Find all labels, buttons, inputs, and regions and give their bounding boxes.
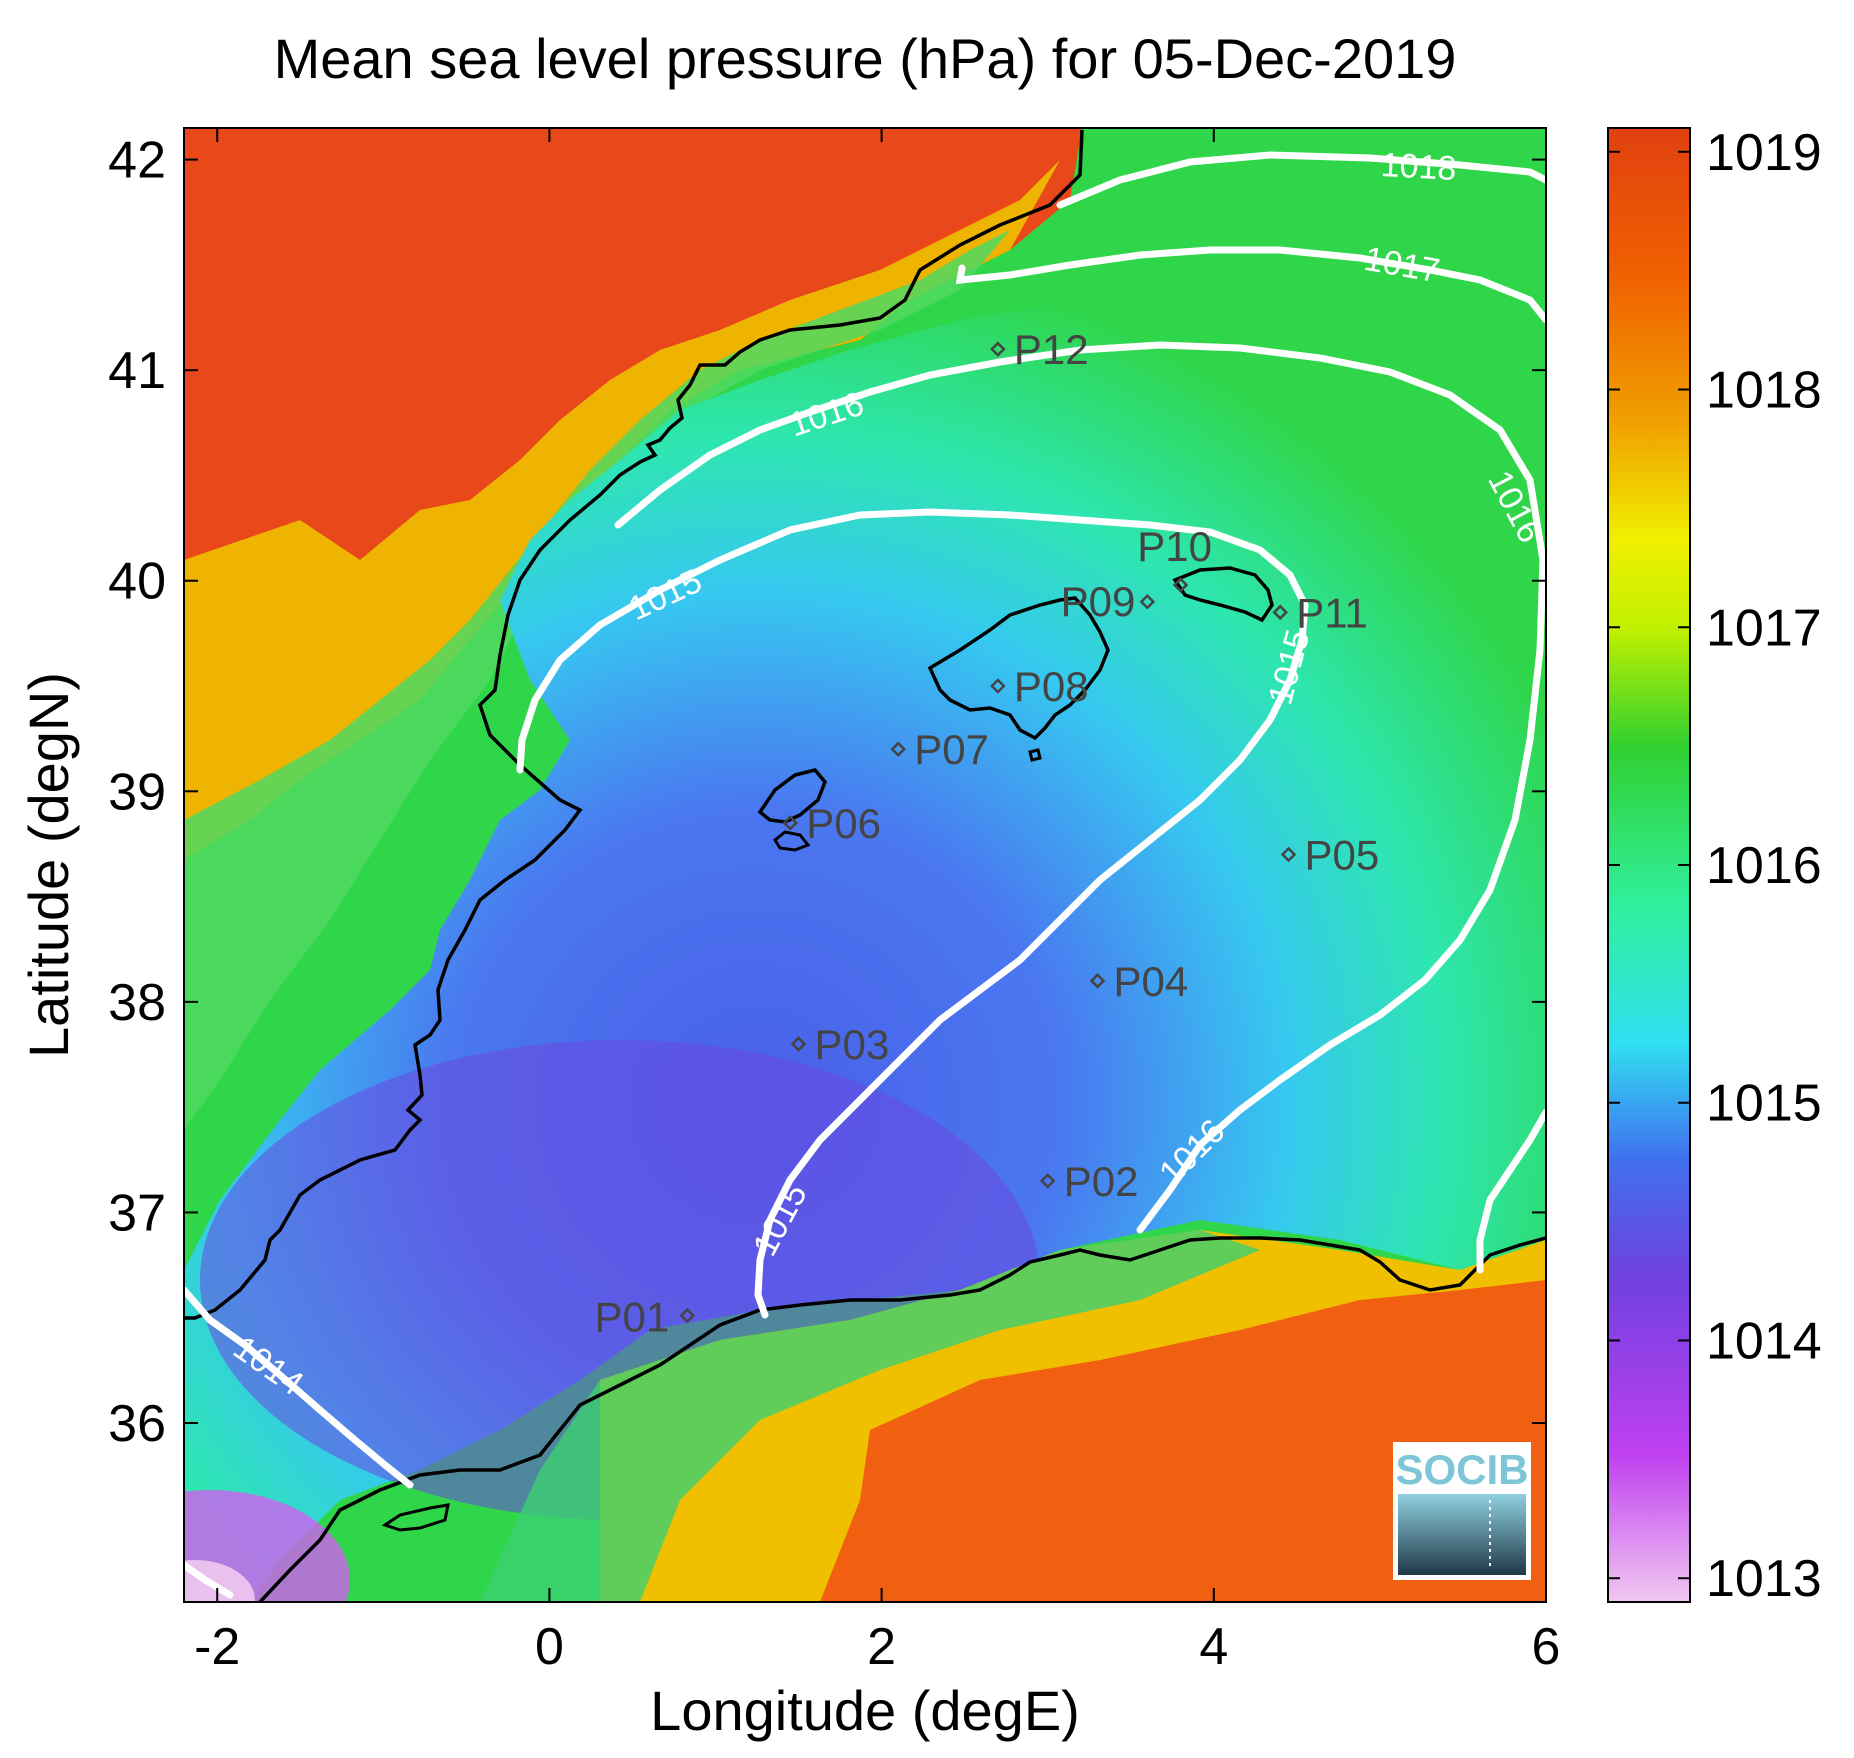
colorbar: 1013 1014 1015 1016 1017 1018 1019	[1607, 124, 1822, 1608]
y-tick-label: 40	[108, 553, 166, 611]
station-label: P02	[1064, 1158, 1139, 1205]
colorbar-gradient	[1608, 128, 1690, 1602]
colorbar-tick-label: 1014	[1706, 1312, 1822, 1370]
isobar-1015	[516, 508, 1309, 1319]
station-marker-icon	[990, 678, 1006, 694]
contour-label-1018: 1018	[1380, 146, 1458, 188]
land-north-africa-hot	[820, 1280, 1546, 1602]
station-label: P11	[1296, 589, 1368, 636]
station-label: P05	[1305, 831, 1380, 878]
y-tick-label: 42	[108, 132, 166, 190]
station-p10: P10	[1137, 523, 1212, 593]
station-p12: P12	[990, 326, 1089, 373]
station-p05: P05	[1280, 831, 1380, 878]
y-axis: 36 37 38 39 40 41 42	[108, 132, 1546, 1453]
land-north-africa-green	[480, 1230, 1260, 1602]
colorbar-tick-label: 1018	[1706, 362, 1822, 420]
x-axis: -2 0 2 4 6	[194, 128, 1560, 1676]
station-marker-icon	[1280, 846, 1297, 863]
y-tick-label: 38	[108, 974, 166, 1032]
colorbar-tick-label: 1015	[1706, 1075, 1822, 1133]
station-marker-icon	[990, 341, 1006, 357]
isobar-1016-east	[1476, 1108, 1546, 1274]
island-cabrera	[1028, 748, 1042, 762]
station-p01: P01	[595, 1294, 696, 1341]
station-marker-icon	[679, 1307, 696, 1324]
isobar-1017	[955, 246, 1546, 324]
colorbar-tick-label: 1019	[1706, 124, 1822, 182]
station-p07: P07	[890, 726, 989, 773]
coastline-north-africa	[258, 1236, 1546, 1602]
station-marker-icon	[1139, 594, 1156, 610]
isobar-1018	[1056, 151, 1546, 209]
station-p08: P08	[990, 663, 1089, 710]
station-label: P04	[1114, 958, 1189, 1005]
station-p02: P02	[1039, 1158, 1139, 1205]
station-p06: P06	[782, 800, 881, 847]
island-alboran-coast	[381, 1503, 450, 1532]
station-p03: P03	[790, 1021, 890, 1068]
x-tick-label: 0	[535, 1618, 564, 1676]
socib-logo: SOCIB	[1393, 1442, 1531, 1580]
y-tick-label: 39	[108, 763, 166, 821]
station-marker-icon	[1039, 1173, 1056, 1189]
station-label: P06	[806, 800, 881, 847]
colorbar-tick-label: 1016	[1706, 837, 1822, 895]
station-label: P07	[914, 726, 989, 773]
station-marker-icon	[1272, 604, 1289, 621]
x-tick-label: -2	[194, 1618, 240, 1676]
station-p11: P11	[1272, 589, 1368, 636]
y-axis-label: Latitude (degN)	[17, 672, 80, 1058]
map-plot-area: 1018 1017 1016 1016 1016 1015 1015 1015 …	[184, 128, 1546, 1602]
station-p09: P09	[1061, 578, 1156, 625]
station-label: P08	[1014, 663, 1089, 710]
island-formentera	[773, 830, 811, 852]
isobar-contours	[184, 151, 1546, 1599]
island-menorca	[1172, 566, 1274, 623]
x-tick-label: 6	[1532, 1618, 1561, 1676]
island-mallorca	[927, 596, 1110, 741]
y-tick-label: 41	[108, 342, 166, 400]
x-tick-label: 4	[1199, 1618, 1228, 1676]
isobar-1014	[184, 1286, 414, 1489]
x-axis-label: Longitude (degE)	[650, 1679, 1080, 1742]
colorbar-ticks: 1013 1014 1015 1016 1017 1018 1019	[1608, 124, 1822, 1608]
station-label: P10	[1137, 523, 1212, 570]
station-p04: P04	[1089, 958, 1189, 1005]
station-marker-icon	[782, 815, 799, 831]
logo-text: SOCIB	[1395, 1446, 1528, 1493]
isobar-1016-north	[614, 341, 1546, 1234]
station-marker-icon	[1172, 577, 1189, 593]
station-marker-icon	[1089, 973, 1106, 989]
island-ibiza	[757, 768, 828, 824]
plot-frame	[183, 127, 1547, 1603]
y-tick-label: 36	[108, 1395, 166, 1453]
station-label: P12	[1014, 326, 1089, 373]
station-label: P01	[595, 1294, 670, 1341]
station-label: P09	[1061, 578, 1136, 625]
x-tick-label: 2	[867, 1618, 896, 1676]
colorbar-tick-label: 1013	[1706, 1550, 1822, 1608]
station-marker-icon	[890, 741, 906, 757]
coastline-iberia	[184, 129, 1084, 1320]
logo-wave-image	[1398, 1494, 1526, 1575]
y-tick-label: 37	[108, 1184, 166, 1242]
colorbar-tick-label: 1017	[1706, 599, 1822, 657]
chart-title: Mean sea level pressure (hPa) for 05-Dec…	[274, 27, 1457, 90]
low-pressure-corner-center	[184, 1560, 255, 1602]
station-label: P03	[815, 1021, 890, 1068]
isobar-1014-corner	[184, 1561, 234, 1599]
station-marker-icon	[790, 1036, 807, 1052]
